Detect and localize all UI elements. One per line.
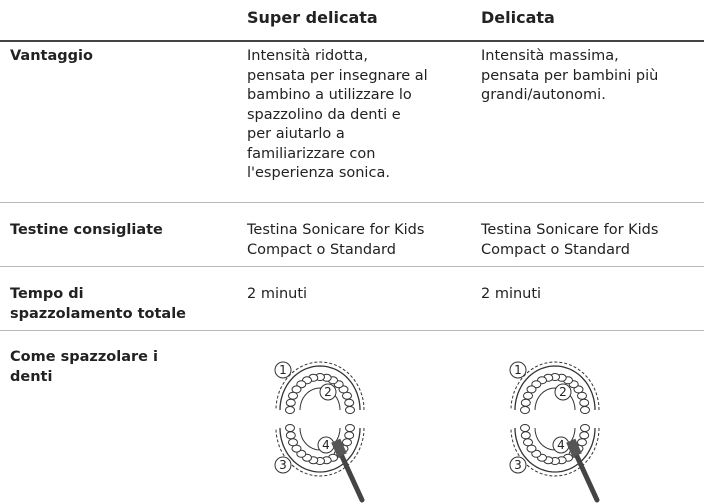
text-line: Testina Sonicare for Kids (247, 222, 425, 238)
step-circle (274, 361, 292, 379)
cell-text: Intensità ridotta, pensata per insegnare … (247, 47, 428, 184)
text-line: per aiutarlo a (247, 126, 345, 142)
text-line: 2 minuti (247, 286, 308, 302)
tooth (520, 406, 530, 414)
tooth (579, 431, 590, 440)
step-circle (554, 383, 572, 401)
text-line: grandi/autonomi. (481, 87, 606, 103)
text-line: Intensità ridotta, (247, 48, 368, 64)
toothbrush-handle (572, 449, 600, 503)
text-line: spazzolamento totale (10, 305, 187, 322)
tooth (285, 424, 295, 432)
brush-path (275, 361, 365, 411)
tooth (523, 391, 533, 400)
tooth (344, 431, 355, 440)
row-label: Testine consigliate (10, 221, 163, 241)
cell-text: Testina Sonicare for Kids Compact o Stand… (481, 221, 658, 260)
text-line: Come spazzolare i (10, 349, 158, 365)
tooth (580, 406, 590, 414)
brush-path (275, 427, 365, 477)
tooth (288, 391, 298, 400)
cell-text: 2 minuti (247, 285, 307, 305)
arch-outline (279, 365, 361, 411)
step-number: 3 (279, 458, 287, 472)
text-line: 2 minuti (481, 286, 542, 302)
tooth (285, 398, 296, 407)
cell-text: Testina Sonicare for Kids Compact o Stand… (247, 221, 424, 260)
text-line: Compact o Standard (481, 241, 630, 258)
step-number: 4 (557, 438, 565, 452)
row-divider (0, 330, 704, 331)
step-number: 3 (514, 458, 522, 472)
row-divider (0, 202, 704, 203)
step-number: 2 (324, 385, 332, 399)
toothbrush-head (566, 438, 582, 458)
text-line: Testine consigliate (10, 222, 163, 238)
step-circle (274, 456, 292, 474)
column-header: Super delicata (247, 8, 378, 27)
arch-outline (514, 365, 596, 411)
tooth (345, 406, 355, 414)
row-divider (0, 266, 704, 267)
tooth (285, 406, 295, 414)
text-line: Intensità massima, (481, 48, 619, 64)
text-line: Tempo di (10, 286, 84, 302)
tooth (579, 398, 590, 407)
text-line: l'esperienza sonica. (247, 165, 390, 181)
tooth (520, 431, 531, 440)
step-number: 2 (559, 385, 567, 399)
text-line: Compact o Standard (247, 241, 396, 258)
tooth (523, 438, 533, 447)
toothbrush-head (331, 438, 347, 458)
text-line: spazzolino da denti e (247, 106, 401, 123)
text-line: Testina Sonicare for Kids (481, 222, 659, 238)
brush-path (510, 427, 600, 477)
tooth (344, 398, 355, 407)
row-label: Tempo di spazzolamento totale (10, 285, 186, 324)
tooth (580, 424, 590, 432)
cell-text: Intensità massima, pensata per bambini pi… (481, 47, 658, 106)
text-line: denti (10, 368, 53, 385)
brush-path (510, 361, 600, 411)
arch-outline (514, 427, 596, 473)
column-header: Delicata (481, 8, 555, 27)
text-line: bambino a utilizzare lo (247, 87, 412, 103)
step-number: 1 (279, 363, 287, 377)
tooth (345, 424, 355, 432)
row-label: Vantaggio (10, 47, 93, 67)
tooth (520, 398, 531, 407)
text-line: Vantaggio (10, 48, 93, 64)
toothbrush-handle (337, 449, 365, 503)
arch-inner (299, 387, 341, 411)
arch-outline (279, 427, 361, 473)
text-line: familiarizzare con (247, 145, 376, 162)
cell-text: 2 minuti (481, 285, 541, 305)
step-circle (319, 383, 337, 401)
text-line: pensata per insegnare al (247, 67, 428, 84)
step-number: 4 (322, 438, 330, 452)
row-label: Come spazzolare i denti (10, 348, 158, 387)
step-number: 1 (514, 363, 522, 377)
tooth (288, 438, 298, 447)
step-circle (509, 456, 527, 474)
text-line: pensata per bambini più (481, 67, 659, 84)
tooth (285, 431, 296, 440)
step-circle (509, 361, 527, 379)
arch-inner (534, 387, 576, 411)
tooth (520, 424, 530, 432)
row-divider (0, 40, 704, 42)
